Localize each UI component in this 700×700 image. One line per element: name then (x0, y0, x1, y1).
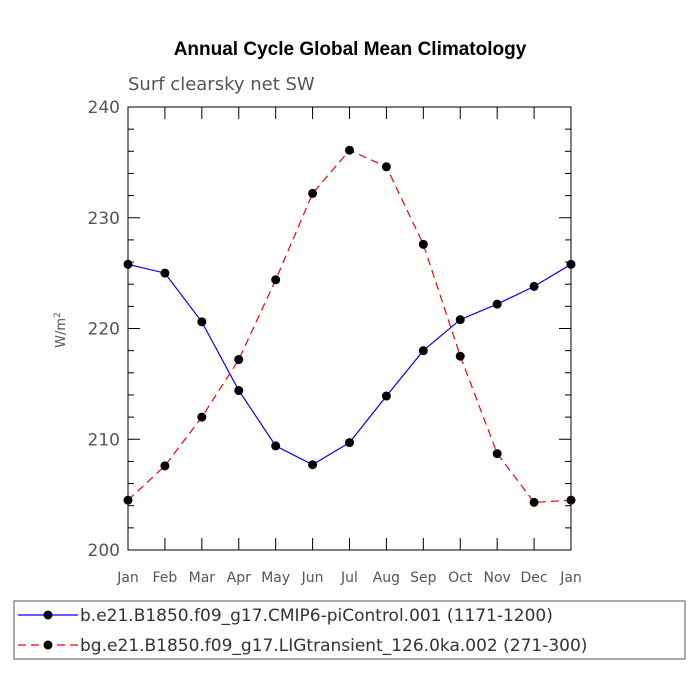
series-2-point (381, 162, 391, 172)
series-1-point (271, 441, 281, 451)
x-tick-label: Sep (410, 570, 437, 586)
series-2-point (418, 239, 428, 249)
legend-box (13, 600, 686, 660)
series-1-point (529, 281, 539, 291)
x-tick-label: Nov (484, 570, 511, 586)
x-tick-label: Feb (153, 570, 178, 586)
series-line-2 (127, 149, 572, 504)
y-tick-label: 210 (88, 430, 120, 450)
y-axis-label: W/m2 (53, 312, 69, 348)
legend-marker-1 (43, 610, 53, 620)
series-line-1 (127, 263, 572, 466)
plot-frame (127, 106, 572, 551)
x-tick-label: Dec (521, 570, 548, 586)
series-1-point (566, 259, 576, 269)
series-2-point (308, 188, 318, 198)
x-tick-label: May (261, 570, 290, 586)
y-tick-label: 230 (88, 209, 120, 229)
series-1-point (234, 386, 244, 396)
chart-title: Annual Cycle Global Mean Climatology (174, 39, 527, 60)
x-tick-label: Mar (189, 570, 216, 586)
series-1-point (381, 391, 391, 401)
x-tick-label: Jun (301, 570, 324, 586)
legend-marker-2 (43, 640, 53, 650)
series-1-point (345, 438, 354, 448)
x-tick-label: Jan (559, 570, 582, 586)
series-2-point (123, 495, 133, 505)
series-1-point (455, 315, 465, 325)
x-tick-label: Jan (116, 570, 139, 586)
series-1-point (197, 317, 207, 327)
series-2-point (455, 351, 465, 361)
series-1-point (123, 259, 133, 269)
series-2-point (345, 145, 354, 155)
x-tick-label: Apr (227, 570, 251, 586)
series-2-point (529, 497, 539, 507)
series-2-point (566, 495, 576, 505)
y-tick-label: 220 (88, 320, 120, 340)
y-tick-label: 200 (88, 541, 120, 561)
series-2-point (492, 449, 502, 459)
series-1-point (418, 346, 428, 356)
series-1-point (492, 299, 502, 309)
x-tick-label: Oct (448, 570, 473, 586)
series-2-point (197, 412, 207, 422)
x-tick-label: Aug (373, 570, 400, 586)
y-tick-label: 240 (88, 98, 120, 118)
chart-subtitle: Surf clearsky net SW (128, 74, 315, 95)
series-2-point (160, 461, 170, 471)
series-2-point (234, 355, 244, 365)
series-1-point (160, 268, 170, 278)
series-1-point (308, 460, 318, 470)
legend-label-1: b.e21.B1850.f09_g17.CMIP6-piControl.001 … (80, 606, 553, 626)
legend-label-2: bg.e21.B1850.f09_g17.LIGtransient_126.0k… (80, 636, 587, 656)
series-2-point (271, 275, 281, 285)
x-tick-label: Jul (340, 570, 358, 586)
